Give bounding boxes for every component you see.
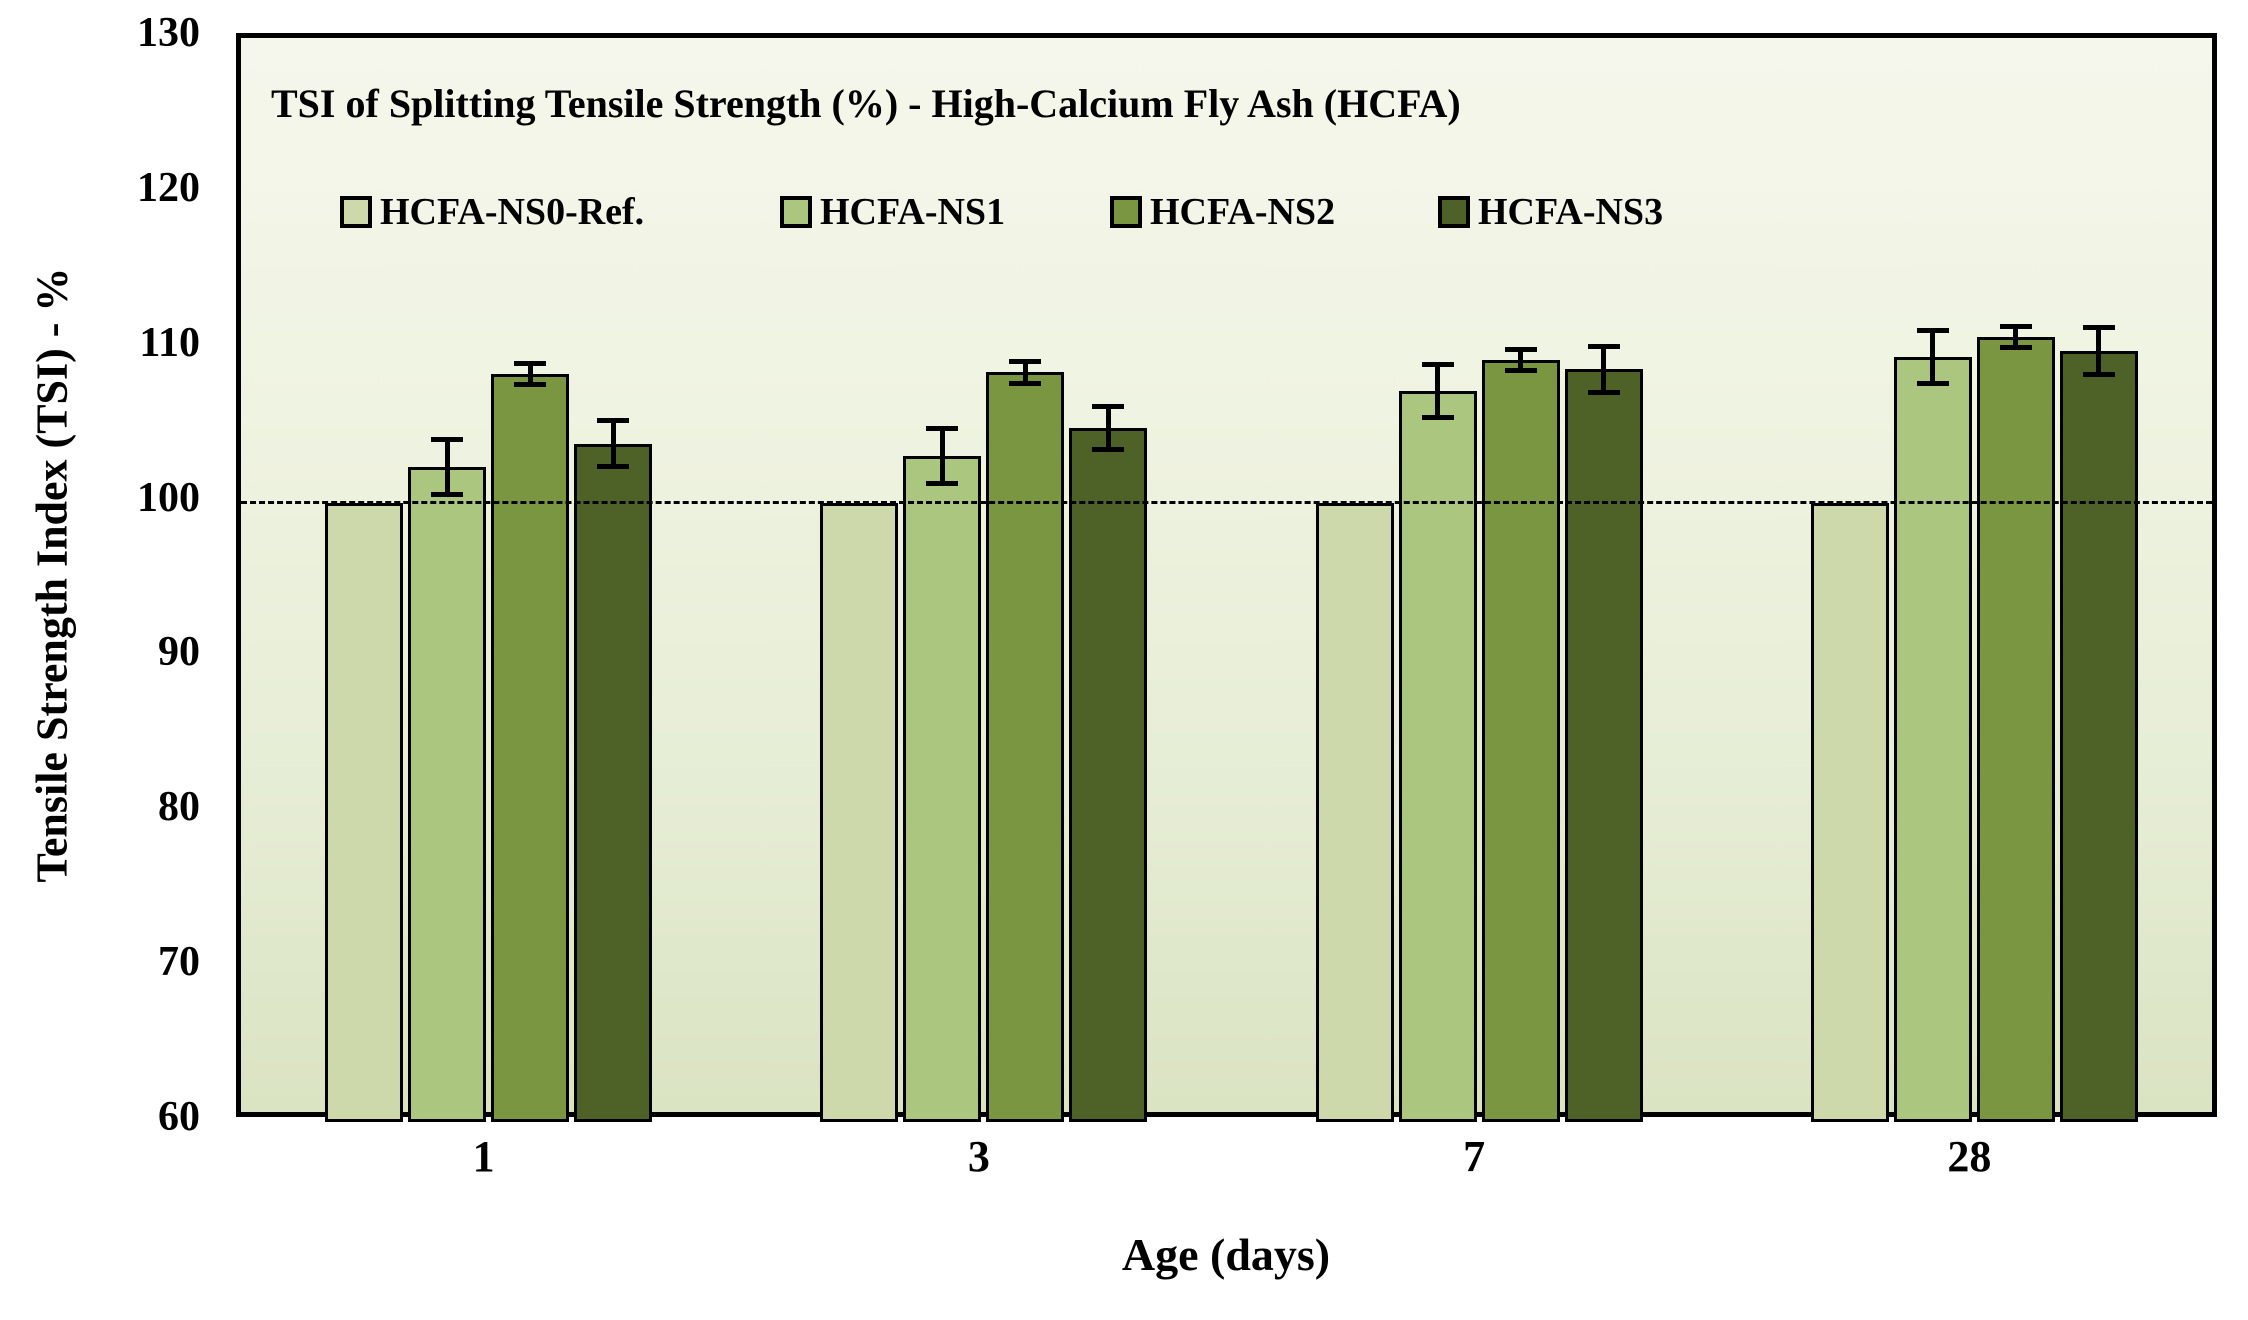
legend-label: HCFA-NS0-Ref. <box>380 191 645 233</box>
legend-item: HCFA-NS2 <box>1110 190 1335 234</box>
error-bar-cap <box>1999 323 2032 329</box>
bar-HCFA-NS3-age-7 <box>1564 369 1643 1122</box>
legend-item: HCFA-NS3 <box>1438 190 1663 234</box>
error-bar-cap <box>1421 414 1454 420</box>
bar-HCFA-NS2-age-1 <box>491 374 570 1122</box>
error-bar-cap <box>431 436 464 442</box>
reference-line-100 <box>241 501 2212 505</box>
error-bar-cap <box>1092 447 1125 453</box>
bar-HCFA-NS0-Ref.-age-7 <box>1315 502 1394 1122</box>
y-tick-label: 100 <box>137 474 200 521</box>
bar-HCFA-NS0-Ref.-age-28 <box>1810 502 1889 1122</box>
error-bar <box>610 420 616 467</box>
bar-HCFA-NS3-age-3 <box>1069 428 1148 1122</box>
bar-HCFA-NS1-age-28 <box>1893 357 1972 1122</box>
plot-area: TSI of Splitting Tensile Strength (%) - … <box>236 33 2217 1122</box>
legend-swatch-icon <box>780 196 812 228</box>
y-tick-label: 60 <box>158 1094 200 1140</box>
error-bar <box>1601 346 1607 393</box>
y-tick-label: 80 <box>158 784 200 831</box>
bar-HCFA-NS1-age-1 <box>408 466 487 1122</box>
error-bar-cap <box>1504 368 1537 374</box>
legend: HCFA-NS0-Ref. HCFA-NS1 HCFA-NS2 HCFA-NS3 <box>241 38 2212 1112</box>
error-bar-cap <box>514 382 547 388</box>
error-bar-cap <box>1092 404 1125 410</box>
error-bar-cap <box>1504 346 1537 352</box>
error-bar-cap <box>1916 328 1949 334</box>
error-bar-cap <box>1587 343 1620 349</box>
error-bar <box>1022 361 1028 384</box>
chart-title: TSI of Splitting Tensile Strength (%) - … <box>271 81 1461 126</box>
error-bar <box>1435 364 1441 418</box>
error-bar-cap <box>926 481 959 487</box>
x-tick-label: 28 <box>1947 1132 1992 1181</box>
x-tick-label: 7 <box>1463 1132 1486 1181</box>
legend-swatch-icon <box>340 196 372 228</box>
bar-HCFA-NS0-Ref.-age-1 <box>325 502 404 1122</box>
y-tick-label: 110 <box>139 319 200 366</box>
y-tick-label: 90 <box>158 629 200 676</box>
error-bar <box>444 439 450 495</box>
legend-label: HCFA-NS2 <box>1150 191 1336 233</box>
bar-HCFA-NS3-age-28 <box>2059 350 2138 1122</box>
bar-HCFA-NS1-age-3 <box>903 456 982 1122</box>
bar-HCFA-NS2-age-7 <box>1481 360 1560 1122</box>
error-bar-cap <box>597 417 630 423</box>
legend-label: HCFA-NS1 <box>820 191 1006 233</box>
error-bar <box>939 428 945 484</box>
y-tick-label: 130 <box>137 10 200 56</box>
error-bar-cap <box>1916 380 1949 386</box>
error-bar-cap <box>431 492 464 498</box>
x-tick-label: 1 <box>472 1132 495 1181</box>
error-bar-cap <box>1009 380 1042 386</box>
x-axis-title: Age (days) <box>1121 1229 1331 1280</box>
legend-label: HCFA-NS3 <box>1478 191 1664 233</box>
error-bar-cap <box>2082 325 2115 331</box>
error-bar-cap <box>1587 390 1620 396</box>
legend-swatch-icon <box>1438 196 1470 228</box>
error-bar-cap <box>1999 345 2032 351</box>
x-tick-label: 3 <box>967 1132 990 1181</box>
legend-item: HCFA-NS1 <box>780 190 1005 234</box>
legend-item: HCFA-NS0-Ref. <box>340 190 644 234</box>
error-bar-cap <box>597 464 630 470</box>
error-bar <box>1518 349 1524 371</box>
bar-HCFA-NS1-age-7 <box>1398 391 1477 1122</box>
error-bar-cap <box>926 425 959 431</box>
bar-HCFA-NS0-Ref.-age-3 <box>820 502 899 1122</box>
legend-swatch-icon <box>1110 196 1142 228</box>
error-bar <box>2013 326 2019 348</box>
bar-HCFA-NS3-age-1 <box>574 443 653 1122</box>
bars-layer <box>241 38 2212 1122</box>
error-bar-cap <box>1421 362 1454 368</box>
error-bar-cap <box>2082 371 2115 377</box>
error-bar <box>1105 406 1111 450</box>
bar-HCFA-NS2-age-28 <box>1976 336 2055 1122</box>
error-bar <box>1930 330 1936 384</box>
y-tick-label: 70 <box>158 939 200 986</box>
error-bar <box>2096 327 2102 375</box>
error-bar <box>527 363 533 385</box>
error-bar-cap <box>514 360 547 366</box>
y-tick-label: 120 <box>137 164 200 211</box>
error-bar-cap <box>1009 359 1042 365</box>
